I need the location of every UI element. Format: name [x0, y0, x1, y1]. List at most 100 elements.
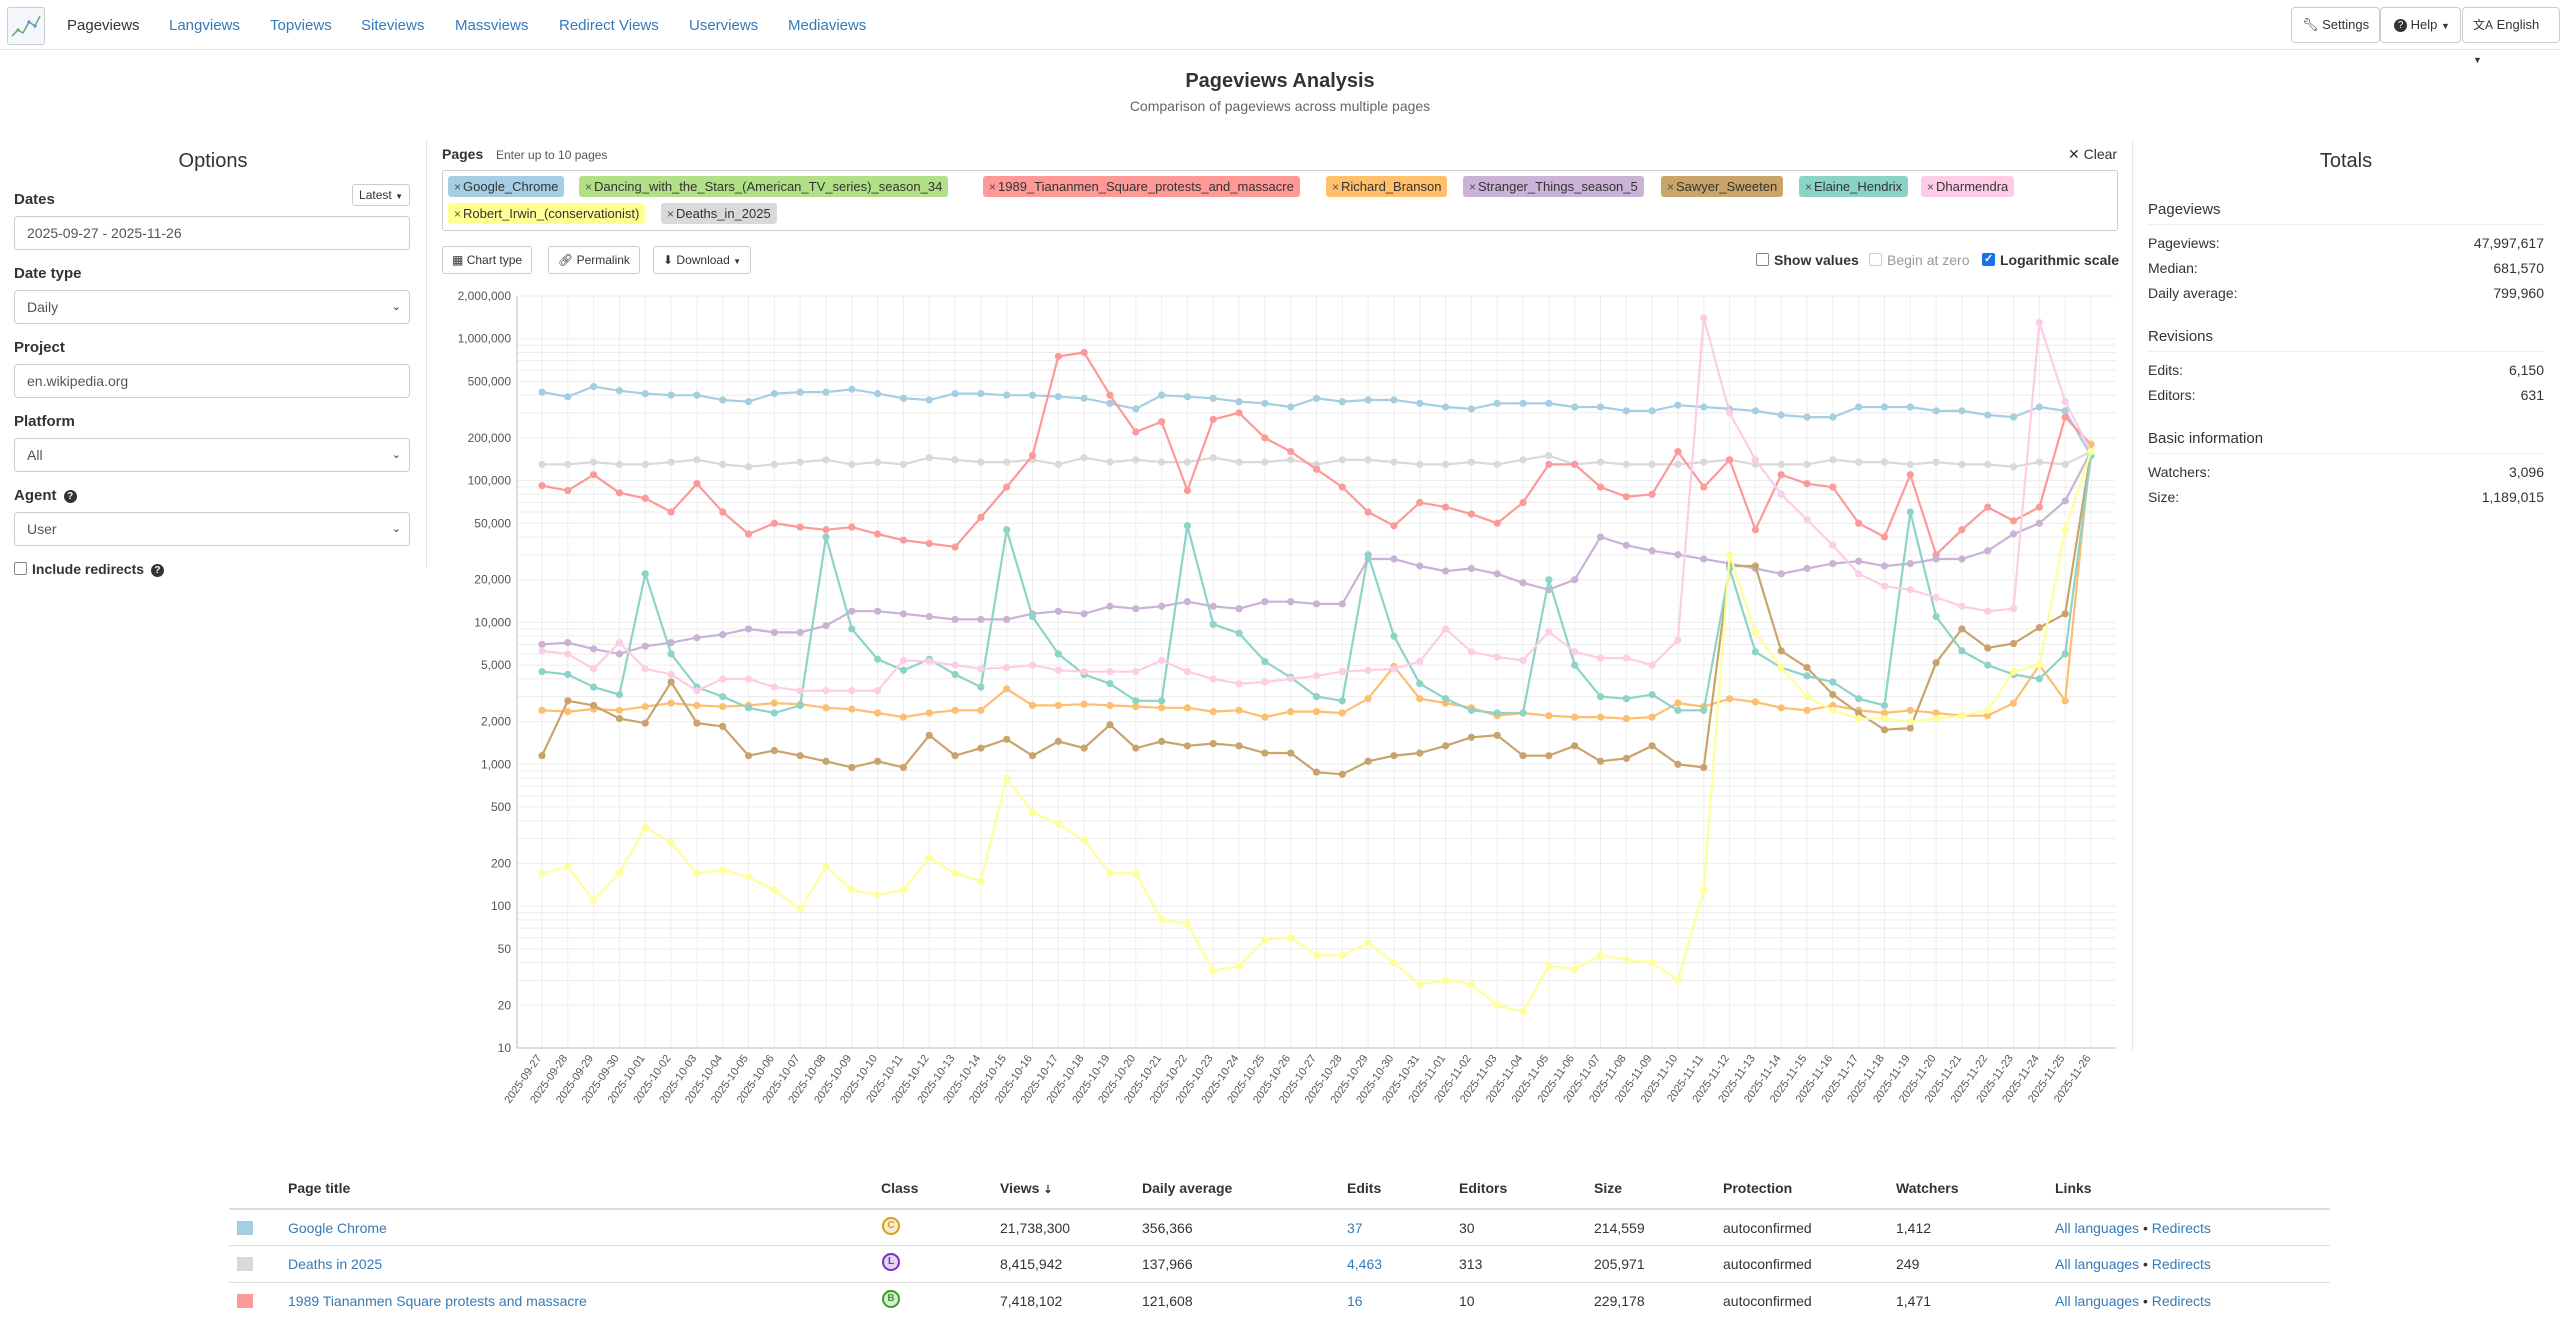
page-tag[interactable]: × Richard_Branson: [1326, 176, 1448, 197]
data-point[interactable]: [899, 536, 908, 544]
data-point[interactable]: [1287, 708, 1295, 716]
data-point[interactable]: [1984, 706, 1992, 714]
data-point[interactable]: [667, 670, 675, 679]
data-point[interactable]: [822, 388, 830, 396]
data-point[interactable]: [1390, 555, 1398, 563]
data-point[interactable]: [899, 394, 908, 402]
data-point[interactable]: [1493, 653, 1501, 661]
data-point[interactable]: [951, 752, 959, 760]
data-point[interactable]: [1209, 602, 1217, 610]
data-point[interactable]: [1932, 659, 1940, 667]
data-point[interactable]: [1829, 701, 1837, 710]
data-point[interactable]: [1261, 399, 1269, 407]
data-point[interactable]: [641, 642, 649, 650]
data-point[interactable]: [1932, 407, 1940, 415]
data-point[interactable]: [1261, 713, 1269, 721]
data-point[interactable]: [1416, 460, 1424, 468]
data-point[interactable]: [951, 390, 959, 398]
data-point[interactable]: [641, 460, 649, 468]
data-point[interactable]: [1777, 664, 1785, 672]
data-point[interactable]: [770, 460, 778, 468]
data-point[interactable]: [1777, 570, 1785, 578]
data-point[interactable]: [1467, 458, 1475, 466]
data-point[interactable]: [1338, 456, 1346, 464]
data-point[interactable]: [719, 631, 727, 639]
data-point[interactable]: [848, 607, 856, 615]
data-point[interactable]: [2061, 413, 2069, 421]
data-point[interactable]: [1855, 570, 1863, 578]
data-point[interactable]: [1158, 391, 1166, 399]
data-point[interactable]: [1235, 458, 1243, 466]
data-point[interactable]: [1674, 448, 1682, 456]
data-point[interactable]: [822, 757, 830, 765]
data-point[interactable]: [796, 701, 804, 710]
data-point[interactable]: [1622, 407, 1630, 415]
data-point[interactable]: [899, 460, 908, 468]
data-point[interactable]: [1648, 690, 1656, 699]
page-tag[interactable]: × Robert_Irwin_(conservationist): [448, 203, 646, 224]
data-point[interactable]: [1803, 706, 1811, 714]
data-point[interactable]: [848, 886, 856, 894]
data-point[interactable]: [1028, 661, 1037, 669]
data-point[interactable]: [822, 621, 830, 630]
log-scale-checkbox[interactable]: [1982, 252, 1995, 266]
data-point[interactable]: [1829, 456, 1837, 464]
data-point[interactable]: [899, 763, 908, 772]
data-point[interactable]: [641, 390, 649, 398]
data-point[interactable]: [667, 458, 675, 466]
data-point[interactable]: [977, 665, 985, 673]
data-point[interactable]: [1183, 522, 1192, 530]
include-redirects[interactable]: Include redirects ?: [14, 561, 412, 577]
data-point[interactable]: [2061, 610, 2069, 618]
data-point[interactable]: [1028, 391, 1037, 399]
data-point[interactable]: [590, 645, 598, 653]
data-point[interactable]: [1596, 403, 1605, 411]
data-point[interactable]: [1958, 625, 1966, 633]
data-point[interactable]: [1158, 656, 1166, 664]
page-tag[interactable]: × Stranger_Things_season_5: [1463, 176, 1644, 197]
data-point[interactable]: [1312, 465, 1321, 473]
series-Stranger_Things_season_5[interactable]: [538, 448, 2095, 658]
data-point[interactable]: [744, 675, 753, 683]
include-redirects-checkbox[interactable]: [14, 562, 27, 575]
data-point[interactable]: [1880, 458, 1889, 466]
data-point[interactable]: [1003, 685, 1011, 693]
data-point[interactable]: [1158, 916, 1166, 924]
data-point[interactable]: [1132, 405, 1140, 413]
data-point[interactable]: [1648, 958, 1656, 967]
col-watchers[interactable]: Watchers: [1896, 1180, 1959, 1196]
data-point[interactable]: [1080, 668, 1088, 676]
data-point[interactable]: [590, 382, 598, 391]
data-point[interactable]: [1803, 460, 1811, 468]
data-point[interactable]: [1441, 567, 1450, 575]
data-point[interactable]: [641, 823, 649, 831]
data-point[interactable]: [848, 705, 856, 713]
data-point[interactable]: [1984, 503, 1992, 511]
data-point[interactable]: [874, 607, 882, 615]
data-point[interactable]: [1235, 706, 1243, 714]
data-point[interactable]: [1596, 951, 1605, 959]
data-point[interactable]: [1467, 980, 1475, 989]
data-point[interactable]: [899, 666, 908, 674]
data-point[interactable]: [1777, 411, 1785, 419]
remove-tag-icon[interactable]: ×: [1469, 180, 1477, 194]
data-point[interactable]: [899, 610, 908, 618]
data-point[interactable]: [1235, 962, 1243, 970]
page-tag[interactable]: × Dancing_with_the_Stars_(American_TV_ser…: [579, 176, 949, 197]
data-point[interactable]: [1183, 668, 1192, 676]
data-point[interactable]: [951, 615, 959, 624]
data-point[interactable]: [1906, 586, 1914, 594]
data-point[interactable]: [1080, 348, 1088, 357]
data-point[interactable]: [1209, 415, 1217, 423]
data-point[interactable]: [744, 752, 753, 760]
data-point[interactable]: [744, 704, 753, 712]
data-point[interactable]: [925, 731, 933, 739]
data-point[interactable]: [1132, 456, 1140, 464]
data-point[interactable]: [2087, 448, 2095, 456]
data-point[interactable]: [1287, 598, 1295, 606]
data-point[interactable]: [1132, 668, 1140, 676]
data-point[interactable]: [1803, 413, 1811, 421]
data-point[interactable]: [1003, 526, 1011, 534]
data-point[interactable]: [1855, 557, 1863, 565]
data-point[interactable]: [719, 722, 727, 730]
